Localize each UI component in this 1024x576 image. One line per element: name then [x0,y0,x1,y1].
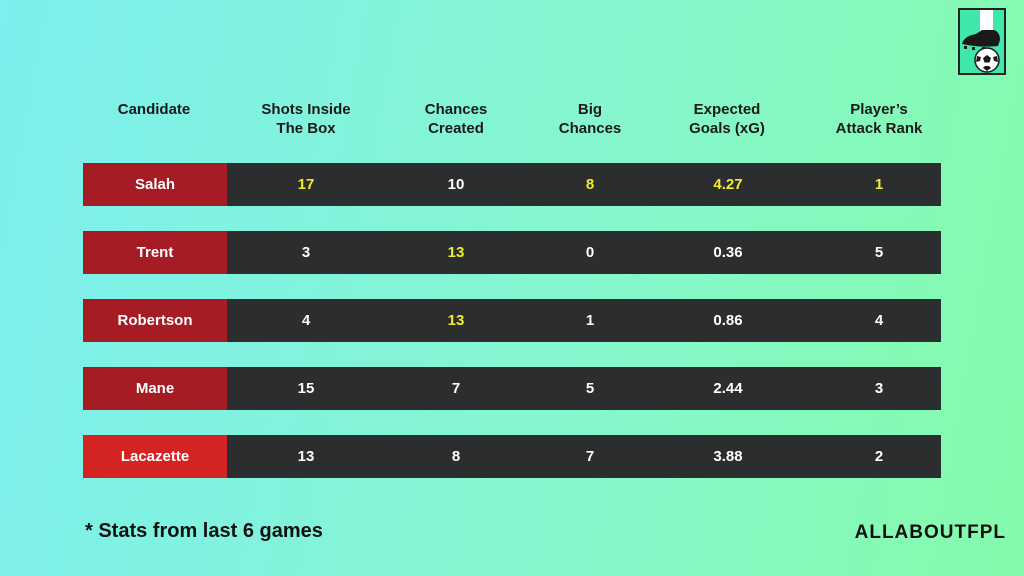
header-line2: Goals (xG) [689,120,765,137]
table-row: Lacazette 13 8 7 3.88 2 [83,435,941,478]
stat-attack-rank: 5 [874,244,884,261]
stat-expected-goals: 2.44 [713,380,743,397]
stat-chances-created: 7 [451,380,461,397]
stat-chances-created: 13 [447,312,465,329]
candidate-name: Robertson [83,299,227,342]
candidate-name: Mane [83,367,227,410]
boot-and-football-icon [958,8,1006,75]
header-attack-rank: Player’s Attack Rank [836,100,923,138]
table-row: Salah 17 10 8 4.27 1 [83,163,941,206]
header-line2: Created [428,120,484,137]
candidate-name: Trent [83,231,227,274]
header-big-chances: Big Chances [559,100,622,138]
candidate-name: Salah [83,163,227,206]
stat-chances-created: 8 [451,448,461,465]
table-row: Mane 15 7 5 2.44 3 [83,367,941,410]
stat-big-chances: 8 [585,176,595,193]
stat-expected-goals: 0.36 [713,244,743,261]
header-candidate: Candidate [118,100,191,119]
stat-attack-rank: 4 [874,312,884,329]
header-line1: Big [577,101,603,118]
brand-wordmark: ALLABOUTFPL [854,522,1006,543]
header-shots-inside-box: Shots Inside The Box [261,100,350,138]
header-expected-goals: Expected Goals (xG) [689,100,765,138]
boot-ball-graphic [962,10,1000,73]
stat-attack-rank: 1 [874,176,884,193]
stat-shots-inside-box: 17 [297,176,315,193]
header-line2: The Box [276,120,336,137]
candidate-name: Lacazette [83,435,227,478]
header-line1: Chances [424,101,488,118]
stat-shots-inside-box: 3 [301,244,311,261]
header-line1: Shots Inside [261,101,351,118]
table-row: Robertson 4 13 1 0.86 4 [83,299,941,342]
stat-expected-goals: 0.86 [713,312,743,329]
footnote: * Stats from last 6 games [85,520,323,542]
stat-big-chances: 5 [585,380,595,397]
stat-shots-inside-box: 4 [301,312,311,329]
table-row: Trent 3 13 0 0.36 5 [83,231,941,274]
header-candidate-line1: Candidate [117,101,191,118]
stat-big-chances: 0 [585,244,595,261]
stat-attack-rank: 2 [874,448,884,465]
stat-attack-rank: 3 [874,380,884,397]
header-line1: Expected [693,101,761,118]
stat-big-chances: 1 [585,312,595,329]
header-line1: Player’s [850,101,908,118]
header-line2: Chances [558,120,622,137]
stat-shots-inside-box: 15 [297,380,315,397]
stat-big-chances: 7 [585,448,595,465]
header-line2: Attack Rank [835,120,923,137]
stat-shots-inside-box: 13 [297,448,315,465]
header-chances-created: Chances Created [425,100,488,138]
stat-expected-goals: 4.27 [713,176,743,193]
stat-expected-goals: 3.88 [713,448,743,465]
stat-chances-created: 10 [447,176,465,193]
stat-chances-created: 13 [447,244,465,261]
